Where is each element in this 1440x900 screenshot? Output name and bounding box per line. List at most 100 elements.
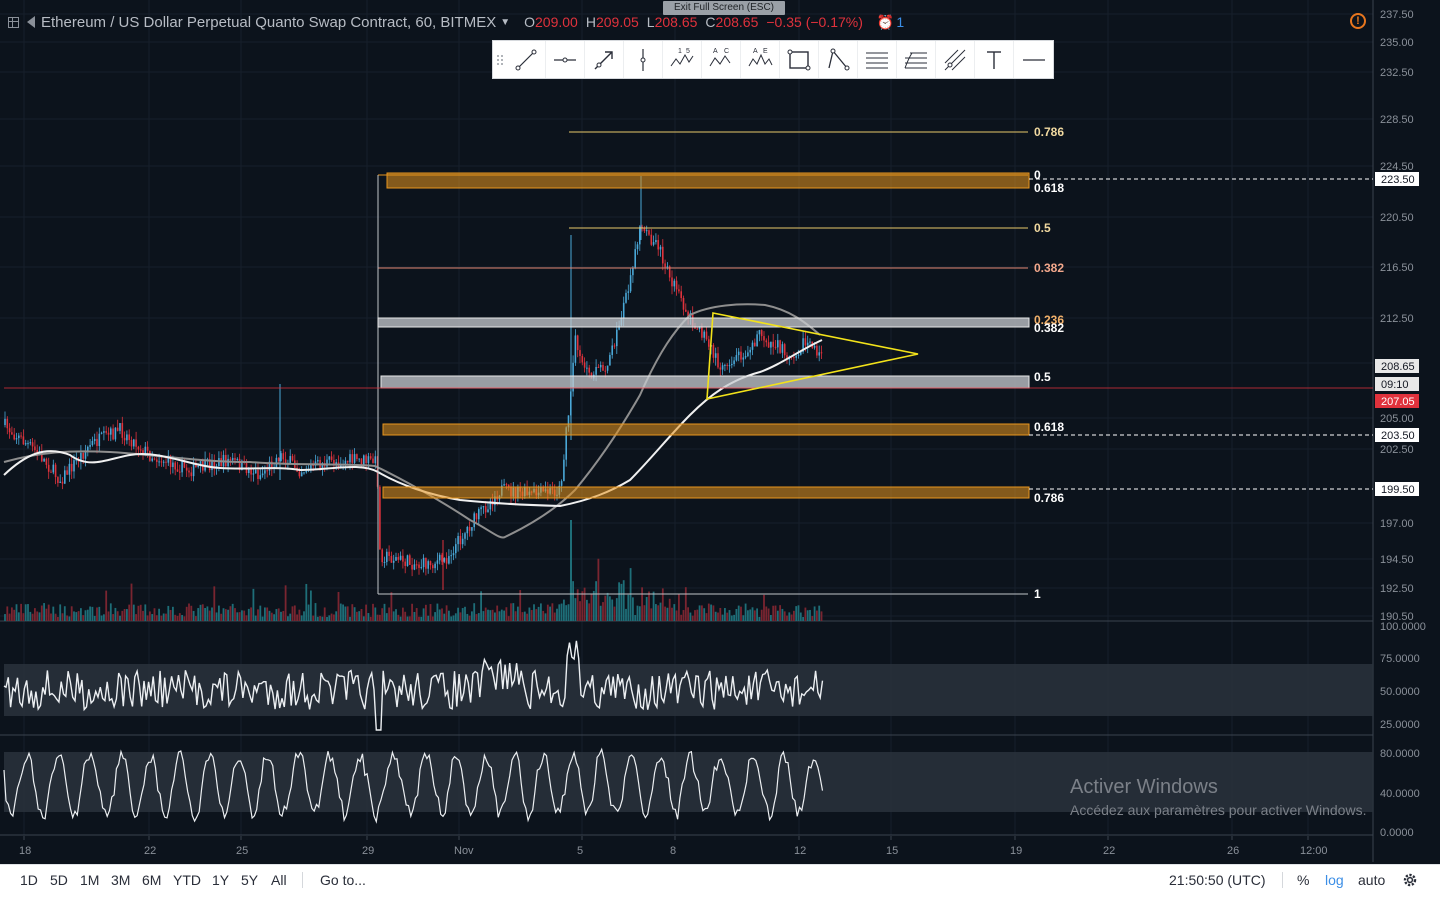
price-marker-label: 199.50	[1381, 484, 1415, 496]
horizontal-ray-icon[interactable]	[546, 41, 585, 78]
goto-button[interactable]: Go to...	[320, 872, 366, 888]
range-5d[interactable]: 5D	[50, 872, 68, 888]
volume-bar	[533, 604, 535, 621]
range-ytd[interactable]: YTD	[173, 872, 201, 888]
volume-bar	[691, 615, 694, 621]
candle-body	[211, 461, 213, 471]
fib-band-0786[interactable]	[382, 486, 1030, 499]
volume-bar	[599, 605, 602, 621]
volume-bar	[344, 606, 347, 621]
warning-icon[interactable]: !	[1350, 13, 1366, 29]
volume-bar	[666, 607, 669, 621]
range-all[interactable]: All	[271, 872, 287, 888]
volume-bar	[307, 604, 310, 621]
horizontal-line-icon[interactable]	[1014, 41, 1053, 78]
candle-body	[70, 463, 73, 472]
candle-body	[153, 458, 156, 460]
candle-body	[655, 240, 657, 243]
candle-body	[625, 292, 627, 303]
candle-body	[238, 458, 241, 471]
trend-line-icon[interactable]	[507, 41, 546, 78]
candle-body	[162, 461, 165, 463]
candle-body	[705, 331, 708, 340]
chevron-down-icon[interactable]: ▼	[500, 16, 511, 28]
volume-bar	[592, 590, 595, 621]
volume-bar	[190, 605, 193, 621]
candle-body	[489, 500, 492, 510]
candle-body	[402, 555, 404, 562]
volume-bar	[330, 613, 333, 621]
candle-body	[418, 564, 420, 568]
volume-bar	[199, 604, 202, 621]
candle-body	[806, 342, 809, 346]
toolbar-divider	[302, 872, 303, 888]
volume-bar	[526, 613, 528, 621]
gear-icon[interactable]	[1402, 872, 1418, 888]
volume-bar	[503, 610, 505, 621]
volume-bar	[682, 610, 685, 621]
volume-bar	[664, 606, 666, 621]
log-scale-toggle[interactable]: log	[1325, 872, 1344, 888]
range-1y[interactable]: 1Y	[212, 872, 230, 888]
candle-body	[392, 560, 395, 563]
candle-body	[116, 427, 119, 431]
candle-body	[139, 449, 142, 451]
fib-band-05[interactable]	[380, 375, 1030, 389]
expand-icon[interactable]	[8, 16, 19, 28]
percent-scale-toggle[interactable]: %	[1297, 872, 1310, 888]
volume-bar	[728, 610, 731, 621]
range-1m[interactable]: 1M	[80, 872, 100, 888]
price-marker	[1375, 394, 1419, 408]
rectangle-icon[interactable]	[780, 41, 819, 78]
text-icon[interactable]	[975, 41, 1014, 78]
volume-bar	[231, 603, 234, 621]
collapse-arrow-icon[interactable]	[27, 16, 35, 28]
pitchfork-icon[interactable]	[936, 41, 975, 78]
utc-clock[interactable]: 21:50:50 (UTC)	[1169, 872, 1266, 888]
toolbar-drag-handle[interactable]	[493, 41, 507, 78]
vertical-line-icon[interactable]	[624, 41, 663, 78]
volume-bar	[369, 616, 372, 621]
triangle-icon[interactable]	[819, 41, 858, 78]
range-5y[interactable]: 5Y	[241, 872, 259, 888]
auto-scale-toggle[interactable]: auto	[1358, 872, 1386, 888]
candle-body	[275, 457, 278, 468]
exit-fullscreen-tooltip[interactable]: Exit Full Screen (ESC)	[663, 1, 785, 15]
candle-body	[434, 563, 436, 569]
range-6m[interactable]: 6M	[142, 872, 162, 888]
volume-bar	[441, 608, 443, 621]
alert-clock-icon[interactable]: ⏰ 1	[876, 13, 905, 30]
triangle-drawing[interactable]	[706, 312, 919, 401]
candle-body	[73, 460, 75, 472]
volume-bar	[563, 599, 565, 621]
fib-left-0786: 0.786	[1034, 491, 1064, 505]
fib-retracement-icon[interactable]	[897, 41, 936, 78]
fib-band-0618-top[interactable]	[382, 423, 1030, 436]
volume-bar	[648, 591, 650, 621]
windows-activation-watermark: Activer Windows Accédez aux paramètres p…	[1070, 776, 1366, 818]
volume-bar	[392, 611, 395, 621]
range-1d[interactable]: 1D	[20, 872, 38, 888]
volume-bar	[61, 613, 64, 621]
volume-bar	[521, 612, 524, 621]
fib-band-0236[interactable]	[377, 317, 1030, 328]
volume-bar	[153, 608, 156, 621]
symbol-title[interactable]: Ethereum / US Dollar Perpetual Quanto Sw…	[41, 13, 497, 31]
volume-bar	[261, 616, 264, 621]
volume-bar	[484, 607, 487, 621]
volume-bar	[137, 605, 140, 621]
parallel-channel-icon[interactable]	[858, 41, 897, 78]
fib-band-0[interactable]	[386, 172, 1030, 189]
volume-bar	[142, 610, 144, 621]
candle-body	[340, 464, 342, 467]
candle-body	[96, 438, 98, 447]
candle-body	[181, 460, 183, 473]
range-3m[interactable]: 3M	[111, 872, 131, 888]
volume-bar	[287, 616, 289, 621]
candle-body	[721, 365, 724, 370]
arrow-icon[interactable]	[585, 41, 624, 78]
